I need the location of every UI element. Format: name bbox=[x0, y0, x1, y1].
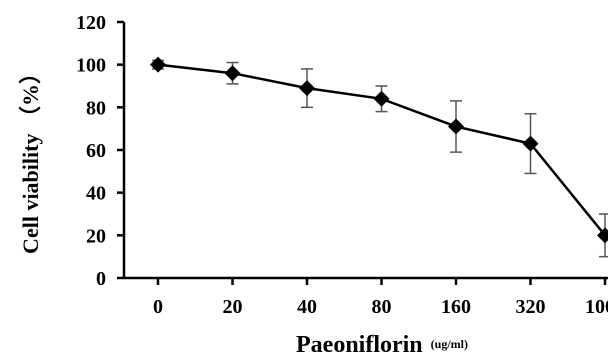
y-tick-label: 60 bbox=[86, 140, 106, 162]
x-tick-label: 20 bbox=[223, 296, 243, 318]
x-tick-label: 40 bbox=[297, 296, 317, 318]
x-tick-label: 80 bbox=[372, 296, 392, 318]
data-point-diamond bbox=[299, 80, 315, 97]
x-axis-label: Paeoniflorin (ug/ml) bbox=[296, 332, 468, 358]
error-bars bbox=[152, 59, 608, 258]
x-axis-label-unit: (ug/ml) bbox=[431, 337, 468, 351]
y-tick-label: 0 bbox=[96, 268, 106, 290]
y-axis-ticks: 0 20 40 60 80 100 120 bbox=[76, 12, 124, 290]
x-tick-label: 160 bbox=[441, 296, 471, 318]
data-point-diamond bbox=[150, 56, 166, 73]
y-tick-label: 100 bbox=[76, 55, 106, 77]
y-axis-label: Cell viability （%） bbox=[18, 62, 43, 254]
data-point-diamond bbox=[373, 90, 390, 107]
y-tick-label: 40 bbox=[86, 183, 106, 205]
x-tick-label: 1000 bbox=[585, 296, 608, 318]
data-markers bbox=[150, 56, 608, 244]
y-tick-label: 80 bbox=[86, 97, 106, 119]
data-point-diamond bbox=[597, 227, 608, 244]
y-tick-label: 20 bbox=[86, 225, 106, 247]
x-axis-label-main: Paeoniflorin bbox=[296, 332, 423, 358]
x-tick-label: 0 bbox=[153, 296, 163, 318]
x-axis-ticks: 0 20 40 80 160 320 1000 bbox=[153, 278, 608, 318]
data-point-diamond bbox=[522, 135, 539, 152]
x-tick-label: 320 bbox=[516, 296, 546, 318]
data-point-diamond bbox=[448, 118, 464, 135]
data-point-diamond bbox=[224, 65, 241, 82]
y-tick-label: 120 bbox=[76, 12, 106, 34]
